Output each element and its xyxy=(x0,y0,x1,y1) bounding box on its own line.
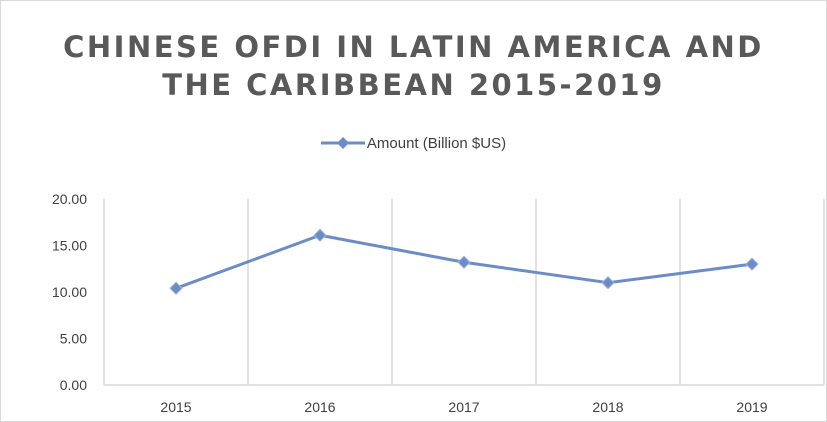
y-tick-label: 0.00 xyxy=(60,377,87,393)
data-points xyxy=(169,228,759,295)
x-tick-label: 2019 xyxy=(736,399,767,415)
chart-title-line-1: CHINESE OFDI IN LATIN AMERICA AND xyxy=(63,30,764,64)
chart-title: CHINESE OFDI IN LATIN AMERICA AND THE CA… xyxy=(0,28,827,104)
x-tick-label: 2015 xyxy=(160,399,191,415)
legend-label: Amount (Billion $US) xyxy=(366,134,507,152)
x-tick-label: 2016 xyxy=(304,399,335,415)
y-tick-label: 10.00 xyxy=(52,284,87,300)
legend: Amount (Billion $US) xyxy=(0,132,827,154)
data-point-marker xyxy=(745,257,759,271)
data-point-marker xyxy=(457,255,471,269)
legend-item: Amount (Billion $US) xyxy=(320,134,507,152)
data-point-marker xyxy=(169,281,183,295)
gridlines xyxy=(103,199,825,385)
legend-line-marker-icon xyxy=(320,137,365,149)
y-tick-label: 20.00 xyxy=(52,191,87,207)
data-point-marker xyxy=(601,275,615,290)
y-tick-label: 5.00 xyxy=(60,331,87,347)
y-tick-label: 15.00 xyxy=(52,238,87,254)
x-axis-tick-labels: 2015 2016 2017 2018 2019 xyxy=(160,399,767,415)
x-tick-label: 2018 xyxy=(592,399,623,415)
x-tick-label: 2017 xyxy=(448,399,479,415)
y-axis-tick-labels: 0.00 5.00 10.00 15.00 20.00 xyxy=(52,191,87,393)
chart-title-line-2: THE CARIBBEAN 2015-2019 xyxy=(162,68,665,102)
data-point-marker xyxy=(313,228,327,242)
